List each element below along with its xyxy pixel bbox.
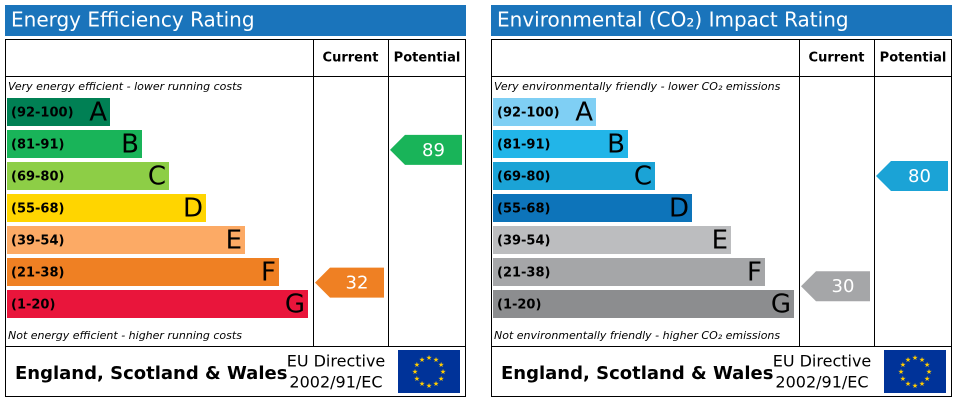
- flag-star: ★: [898, 368, 904, 376]
- band-range: (21-38): [497, 266, 550, 281]
- band-range: (55-68): [497, 202, 550, 217]
- region: England, Scotland & Wales: [15, 363, 287, 384]
- eu-flag: [884, 350, 946, 393]
- flag-star: ★: [900, 361, 906, 369]
- rating-arrow: [801, 271, 870, 302]
- band-bar: [493, 194, 692, 222]
- band-bar: [493, 98, 596, 126]
- title-bar: [491, 5, 952, 36]
- column-header: Potential: [880, 51, 947, 66]
- flag-star: ★: [426, 382, 432, 390]
- note: Very energy efficient - lower running co…: [8, 80, 242, 93]
- band-bar: [493, 258, 765, 286]
- band-bar: [493, 226, 731, 254]
- panel-title: Environmental (CO₂) Impact Rating: [497, 8, 849, 32]
- band-letter: A: [89, 98, 107, 128]
- note: Very environmentally friendly - lower CO…: [494, 80, 781, 93]
- column-header: Current: [809, 51, 865, 66]
- flag-star: ★: [926, 368, 932, 376]
- flag-star: ★: [919, 380, 925, 388]
- band-letter: B: [607, 130, 625, 160]
- rating-value: 30: [832, 276, 855, 297]
- flag-star: ★: [438, 375, 444, 383]
- flag-star: ★: [412, 368, 418, 376]
- band-bar: [7, 290, 308, 318]
- flag-star: ★: [438, 361, 444, 369]
- band-letter: D: [669, 194, 689, 224]
- note: Not environmentally friendly - higher CO…: [494, 329, 780, 342]
- band-range: (81-91): [11, 138, 64, 153]
- band-range: (39-54): [11, 234, 64, 249]
- flag-star: ★: [905, 356, 911, 364]
- band-letter: G: [285, 290, 305, 320]
- column-header: Potential: [394, 51, 461, 66]
- panel-title: Energy Efficiency Rating: [11, 8, 255, 32]
- band-letter: D: [183, 194, 203, 224]
- title-bar: [5, 5, 466, 36]
- rating-value: 80: [908, 166, 931, 187]
- column-header: Current: [323, 51, 379, 66]
- directive-code: 2002/91/EC: [775, 373, 868, 392]
- directive: EU Directive: [773, 352, 872, 371]
- band-range: (81-91): [497, 138, 550, 153]
- band-range: (92-100): [11, 106, 74, 121]
- flag-star: ★: [433, 356, 439, 364]
- flag-star: ★: [419, 356, 425, 364]
- band-range: (92-100): [497, 106, 560, 121]
- band-range: (21-38): [11, 266, 64, 281]
- band-letter: F: [261, 258, 276, 288]
- band-range: (69-80): [497, 170, 550, 185]
- band-range: (39-54): [497, 234, 550, 249]
- band-bar: [7, 258, 279, 286]
- flag-star: ★: [440, 368, 446, 376]
- band-bar: [7, 194, 206, 222]
- flag-star: ★: [414, 361, 420, 369]
- eu-flag: [398, 350, 460, 393]
- band-letter: A: [575, 98, 593, 128]
- frame: [5, 39, 466, 397]
- band-range: (1-20): [497, 298, 541, 313]
- band-range: (55-68): [11, 202, 64, 217]
- band-letter: F: [747, 258, 762, 288]
- rating-value: 32: [346, 273, 369, 294]
- flag-star: ★: [912, 354, 918, 362]
- band-letter: B: [121, 130, 139, 160]
- rating-arrow: [876, 161, 948, 191]
- flag-star: ★: [924, 361, 930, 369]
- band-range: (1-20): [11, 298, 55, 313]
- flag-star: ★: [426, 354, 432, 362]
- band-letter: E: [226, 226, 242, 256]
- band-letter: C: [148, 162, 166, 192]
- band-bar: [7, 162, 169, 190]
- flag-star: ★: [919, 356, 925, 364]
- flag-star: ★: [905, 380, 911, 388]
- region: England, Scotland & Wales: [501, 363, 773, 384]
- rating-arrow: [390, 134, 462, 165]
- rating-arrow: [315, 267, 384, 298]
- band-bar: [7, 226, 245, 254]
- panel: Energy Efficiency Rating Current Potential…: [5, 5, 466, 397]
- band-bar: [493, 162, 655, 190]
- flag-star: ★: [912, 382, 918, 390]
- note: Not energy efficient - higher running co…: [8, 329, 242, 342]
- band-bar: [7, 130, 142, 158]
- frame: [491, 39, 952, 397]
- band-letter: E: [712, 226, 728, 256]
- directive: EU Directive: [287, 352, 386, 371]
- band-bar: [7, 98, 110, 126]
- band-bar: [493, 130, 628, 158]
- band-bar: [493, 290, 794, 318]
- flag-star: ★: [419, 380, 425, 388]
- flag-star: ★: [924, 375, 930, 383]
- band-letter: C: [634, 162, 652, 192]
- flag-star: ★: [900, 375, 906, 383]
- directive-code: 2002/91/EC: [289, 373, 382, 392]
- flag-star: ★: [414, 375, 420, 383]
- panel: Environmental (CO₂) Impact Rating Current…: [491, 5, 952, 397]
- rating-value: 89: [422, 140, 445, 161]
- band-range: (69-80): [11, 170, 64, 185]
- band-letter: G: [771, 290, 791, 320]
- flag-star: ★: [433, 380, 439, 388]
